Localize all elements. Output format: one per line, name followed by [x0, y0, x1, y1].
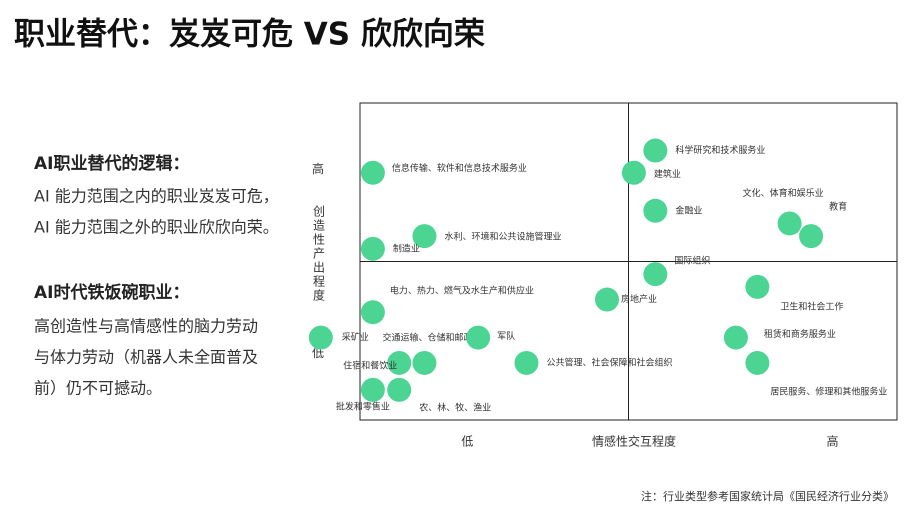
data-point [723, 325, 748, 350]
point-label: 电力、热力、燃气及水生产和供应业 [390, 285, 534, 297]
point-label: 公共管理、社会保障和社会组织 [546, 356, 672, 368]
point-label: 文化、体育和娱乐业 [743, 187, 824, 199]
section-line: 与体力劳动（机器人未全面普及 [34, 348, 258, 367]
data-point [308, 325, 333, 350]
data-point [360, 160, 385, 185]
section-line: 高创造性与高情感性的脑力劳动 [34, 317, 258, 336]
y-tick-label: 高 [312, 161, 324, 176]
data-point [387, 350, 412, 375]
data-point [643, 262, 668, 287]
point-label: 金融业 [675, 204, 702, 216]
point-label: 水利、环境和公共设施管理业 [444, 231, 561, 243]
section-heading: AI职业替代的逻辑： [34, 153, 189, 174]
point-label: 信息传输、软件和信息技术服务业 [392, 162, 527, 174]
data-point [621, 160, 646, 185]
point-label: 租赁和商务服务业 [764, 328, 836, 340]
point-label: 卫生和社会工作 [780, 300, 843, 312]
data-point [595, 287, 620, 312]
point-label: 住宿和餐饮业 [343, 359, 397, 371]
section-line: AI 能力范围之内的职业岌岌可危， [34, 187, 279, 206]
data-point [412, 350, 437, 375]
point-label: 采矿业 [342, 331, 369, 343]
point-label: 农、林、牧、渔业 [419, 401, 491, 413]
point-label: 科学研究和技术服务业 [675, 144, 765, 156]
data-point [387, 377, 412, 402]
y-axis-label: 创造性产出程度 [312, 205, 326, 303]
data-point [360, 300, 385, 325]
point-label: 制造业 [393, 242, 420, 254]
section-heading: AI时代铁饭碗职业： [34, 282, 189, 303]
point-label: 国际组织 [674, 255, 710, 267]
point-label: 军队 [497, 330, 515, 342]
data-point [360, 377, 385, 402]
slide-title: 职业替代：岌岌可危 VS 欣欣向荣 [14, 17, 485, 53]
x-axis-label: 情感性交互程度 [592, 434, 676, 449]
data-point [643, 138, 668, 163]
data-point [412, 224, 437, 249]
section-line: AI 能力范围之外的职业欣欣向荣。 [34, 218, 279, 237]
data-point [777, 211, 802, 236]
data-point [466, 325, 491, 350]
section-line: 前）仍不可撼动。 [34, 379, 162, 398]
point-label: 批发和零售业 [336, 400, 390, 412]
point-label: 建筑业 [654, 168, 681, 180]
data-point [745, 350, 770, 375]
footnote: 注：行业类型参考国家统计局《国民经济行业分类》 [641, 489, 894, 503]
x-tick-label: 低 [461, 435, 473, 449]
data-point [745, 274, 770, 299]
point-label: 教育 [829, 201, 847, 213]
data-point [643, 198, 668, 223]
point-label: 房地产业 [621, 293, 657, 305]
x-tick-label: 高 [827, 434, 839, 449]
data-point [360, 236, 385, 261]
data-point [799, 224, 824, 249]
point-label: 交通运输、仓储和邮政业 [382, 331, 481, 343]
data-point [514, 350, 539, 375]
point-label: 居民服务、修理和其他服务业 [770, 385, 887, 397]
